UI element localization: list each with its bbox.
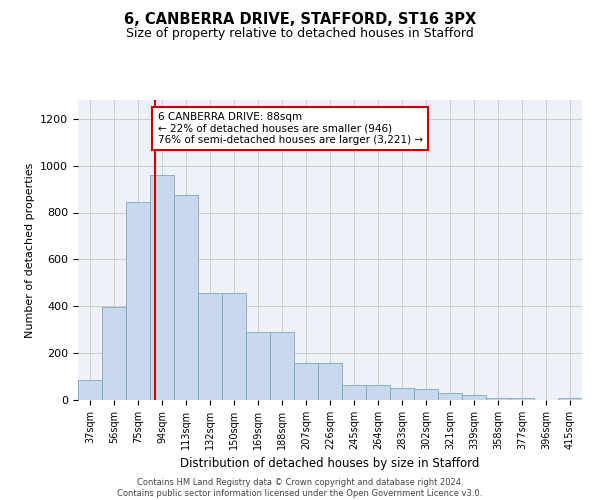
Bar (462, 396, 486, 400)
Bar (222, 294, 246, 400)
Bar (558, 398, 582, 400)
Bar (78, 380, 102, 400)
Bar (366, 385, 390, 400)
Bar (174, 195, 198, 400)
Y-axis label: Number of detached properties: Number of detached properties (25, 162, 35, 338)
Text: 6 CANBERRA DRIVE: 88sqm
← 22% of detached houses are smaller (946)
76% of semi-d: 6 CANBERRA DRIVE: 88sqm ← 22% of detache… (158, 112, 423, 145)
Text: 6, CANBERRA DRIVE, STAFFORD, ST16 3PX: 6, CANBERRA DRIVE, STAFFORD, ST16 3PX (124, 12, 476, 28)
Bar (486, 398, 510, 400)
Bar (102, 308, 126, 400)
Bar (294, 362, 318, 400)
Bar (270, 332, 294, 400)
Bar (150, 175, 174, 400)
Bar (198, 294, 222, 400)
Bar (126, 202, 150, 400)
Text: Size of property relative to detached houses in Stafford: Size of property relative to detached ho… (126, 28, 474, 40)
Bar (390, 388, 414, 400)
Bar (342, 385, 366, 400)
Text: Contains HM Land Registry data © Crown copyright and database right 2024.
Contai: Contains HM Land Registry data © Crown c… (118, 478, 482, 498)
Bar (438, 393, 462, 400)
Bar (318, 362, 342, 400)
X-axis label: Distribution of detached houses by size in Stafford: Distribution of detached houses by size … (181, 458, 479, 470)
Bar (414, 390, 438, 400)
Bar (246, 332, 270, 400)
Bar (510, 398, 534, 400)
